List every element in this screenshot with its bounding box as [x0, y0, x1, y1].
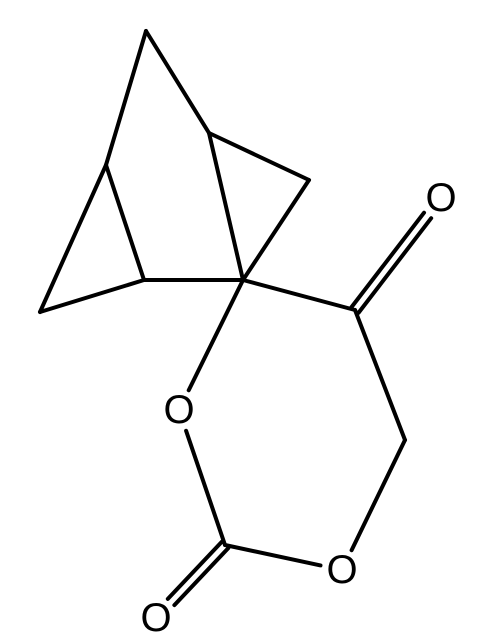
atom-label-o: O — [140, 596, 171, 640]
bond-line — [168, 542, 222, 599]
bond-line — [146, 31, 209, 133]
bond-line — [174, 548, 228, 605]
bond-line — [186, 431, 225, 545]
bond-line — [40, 280, 144, 312]
atom-label-o: O — [326, 548, 357, 592]
bond-line — [359, 218, 432, 313]
bond-line — [189, 280, 243, 390]
bond-line — [243, 180, 309, 280]
chemical-structure-svg: O O O O — [0, 0, 502, 640]
bond-line — [243, 280, 355, 310]
bond-line — [225, 545, 320, 565]
bond-line — [351, 213, 424, 308]
atom-label-o: O — [425, 176, 456, 220]
bond-line — [209, 133, 309, 180]
atom-label-o: O — [163, 388, 194, 432]
bond-line — [352, 440, 405, 550]
bond-line — [106, 31, 146, 165]
bond-line — [106, 165, 144, 280]
bond-line — [355, 310, 405, 440]
bond-line — [40, 165, 106, 312]
bond-line — [209, 133, 243, 280]
